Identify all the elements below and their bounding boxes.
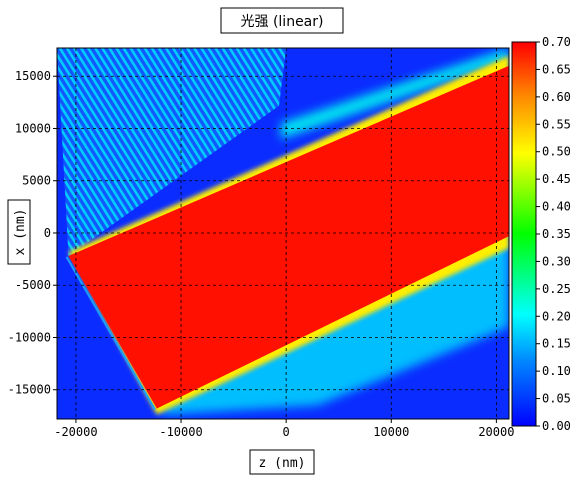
colorbar-tick-label: 0.45 [542,172,571,186]
x-axis-label: z (nm) [259,456,306,471]
y-tick-label: -5000 [15,278,51,292]
x-tick-label: -20000 [54,425,97,439]
colorbar-tick-label: 0.40 [542,200,571,214]
colorbar-tick-label: 0.10 [542,364,571,378]
colorbar-tick-label: 0.25 [542,282,571,296]
colorbar-tick-label: 0.05 [542,392,571,406]
fringe-region [57,48,287,256]
x-axis-label-box: z (nm) [249,449,315,475]
y-tick-label: 5000 [22,174,51,188]
x-tick-label: 10000 [373,425,409,439]
y-axis-ticks: -15000 -10000 -5000 0 5000 10000 15000 [8,69,57,397]
beam-field [57,48,509,415]
colorbar-gradient [511,41,537,427]
chart-title-box: 光强 (linear) [220,7,344,34]
colorbar-tick-label: 0.65 [542,62,571,76]
y-tick-label: 0 [44,226,51,240]
colorbar-tick-label: 0.20 [542,309,571,323]
colorbar-tick-label: 0.35 [542,227,571,241]
colorbar-tick-label: 0.30 [542,254,571,268]
x-tick-label: 0 [283,425,290,439]
y-tick-label: 15000 [15,69,51,83]
colorbar-tick-label: 0.00 [542,419,571,433]
colorbar-ticks: 0.00 0.05 0.10 0.15 0.20 0.25 0.30 0.35 0.40 0.45… [536,35,571,433]
colorbar: 0.00 0.05 0.10 0.15 0.20 0.25 0.30 0.35 0.40 0.45… [511,35,571,433]
plot-area [57,48,509,419]
x-axis-ticks: -20000 -10000 0 10000 20000 [54,419,514,439]
upper-glow [280,48,509,139]
grid-lines [57,48,509,419]
x-tick-label: 20000 [478,425,514,439]
y-axis-label: x (nm) [13,209,28,256]
colorbar-tick-label: 0.50 [542,145,571,159]
y-tick-label: -15000 [8,383,51,397]
beam-core [68,65,509,409]
y-tick-label: 10000 [15,121,51,135]
colorbar-tick-label: 0.55 [542,117,571,131]
y-tick-label: -10000 [8,330,51,344]
colorbar-tick-label: 0.70 [542,35,571,49]
chart-title: 光强 (linear) [241,14,324,30]
colorbar-tick-label: 0.60 [542,90,571,104]
y-axis-label-box: x (nm) [7,199,31,265]
x-tick-label: -10000 [159,425,202,439]
plot-frame [56,47,510,420]
entry-edge [65,256,156,411]
colorbar-tick-label: 0.15 [542,337,571,351]
